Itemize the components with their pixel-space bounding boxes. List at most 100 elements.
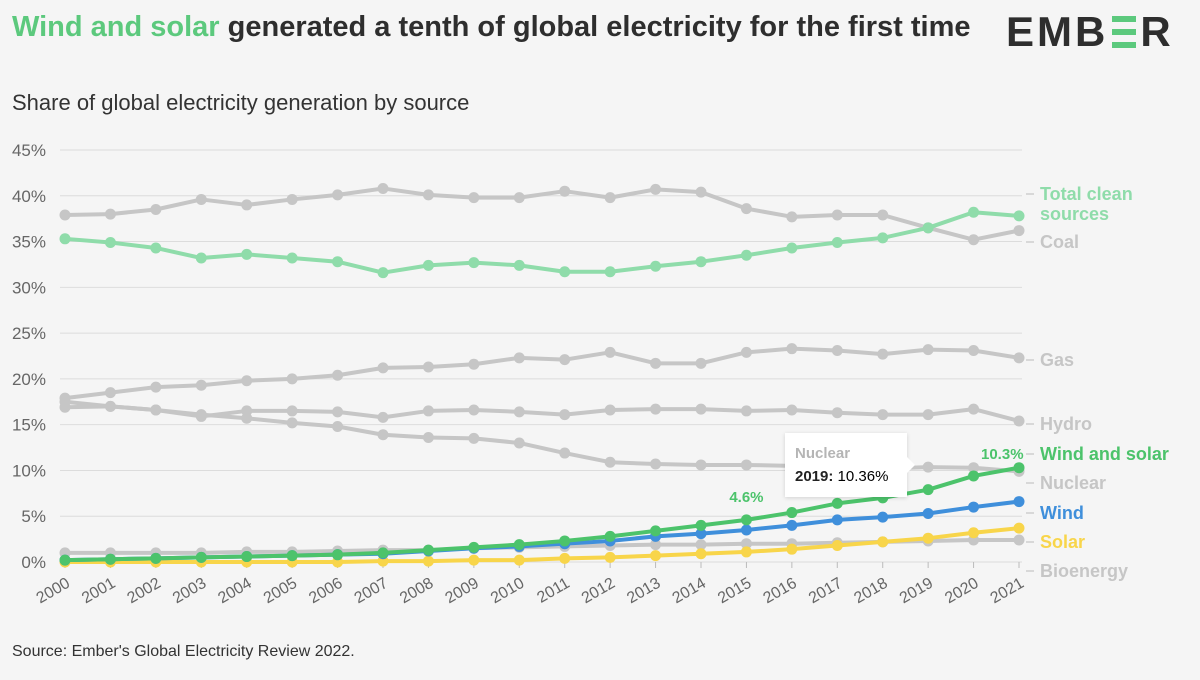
data-point-coal xyxy=(968,234,980,246)
data-point-coal xyxy=(286,193,298,205)
end-label-wind-and-solar: Wind and solar xyxy=(1040,444,1169,464)
data-point-nuclear xyxy=(286,417,298,429)
line-chart: 0% 5% 10% 15% 20% 25% 30% 35% 40% 45% 2000 2001 2002… xyxy=(12,141,1169,608)
data-point-wind-and-solar xyxy=(650,525,662,537)
data-point-nuclear xyxy=(559,447,571,459)
data-point-wind-and-solar xyxy=(922,484,934,496)
x-tick-label: 2014 xyxy=(670,575,709,608)
data-point-nuclear xyxy=(513,437,525,449)
data-point-gas xyxy=(332,369,344,381)
data-point-nuclear xyxy=(968,462,980,474)
data-point-wind-and-solar xyxy=(513,539,525,551)
data-point-wind-and-solar xyxy=(968,470,980,482)
data-point-wind-and-solar xyxy=(831,497,843,509)
x-tick-label: 2011 xyxy=(534,575,572,607)
end-label-coal: Coal xyxy=(1040,232,1079,252)
y-tick-label: 5% xyxy=(21,507,46,526)
title-rest: generated a tenth of global electricity … xyxy=(219,11,971,43)
data-point-gas xyxy=(650,357,662,369)
data-point-hydro xyxy=(922,409,934,421)
x-tick-label: 2013 xyxy=(624,575,663,608)
data-point-solar xyxy=(922,532,934,544)
y-tick-label: 30% xyxy=(12,278,46,297)
data-point-solar xyxy=(559,552,571,564)
x-tick-label: 2019 xyxy=(897,575,936,608)
title-highlight: Wind and solar xyxy=(12,11,220,43)
tooltip-year: 2019: xyxy=(795,468,834,485)
data-point-nuclear xyxy=(332,420,344,432)
data-point-solar xyxy=(877,536,889,548)
data-point-wind xyxy=(740,524,752,536)
data-point-coal xyxy=(650,183,662,195)
data-point-coal xyxy=(786,211,798,223)
data-point-wind-and-solar xyxy=(377,547,389,559)
data-point-nuclear xyxy=(422,431,434,443)
end-label-total-clean-sources: sources xyxy=(1040,204,1109,224)
data-point-total-clean-sources xyxy=(740,249,752,261)
data-point-nuclear xyxy=(468,432,480,444)
data-point-hydro xyxy=(650,403,662,415)
data-point-gas xyxy=(513,352,525,364)
data-point-coal xyxy=(1013,225,1025,237)
x-tick-label: 2003 xyxy=(170,575,209,608)
chart-subtitle: Share of global electricity generation b… xyxy=(12,90,470,115)
end-label-total-clean-sources: Total clean xyxy=(1040,184,1133,204)
tooltip-series: Nuclear xyxy=(795,445,851,462)
data-point-nuclear xyxy=(104,400,116,412)
data-point-wind-and-solar xyxy=(195,551,207,563)
data-point-total-clean-sources xyxy=(59,233,71,245)
end-label-bioenergy: Bioenergy xyxy=(1040,561,1128,581)
data-point-nuclear xyxy=(150,404,162,416)
data-point-wind xyxy=(1013,496,1025,508)
y-tick-label: 0% xyxy=(21,553,46,572)
x-tick-label: 2015 xyxy=(715,575,754,608)
logo-em: EMB xyxy=(1006,8,1109,55)
data-point-total-clean-sources xyxy=(968,206,980,218)
x-tick-label: 2004 xyxy=(215,575,254,608)
data-point-hydro xyxy=(559,409,571,421)
tooltip-value: 10.36% xyxy=(833,468,889,485)
data-point-wind xyxy=(968,501,980,513)
data-point-wind-and-solar xyxy=(740,514,752,526)
data-point-coal xyxy=(513,192,525,204)
data-point-solar xyxy=(695,548,707,560)
data-point-gas xyxy=(740,346,752,358)
logo-e-bars xyxy=(1112,16,1137,48)
data-point-solar xyxy=(513,554,525,566)
data-point-total-clean-sources xyxy=(604,266,616,278)
data-point-coal xyxy=(195,193,207,205)
data-point-total-clean-sources xyxy=(422,259,434,271)
data-point-gas xyxy=(877,348,889,360)
end-label-hydro: Hydro xyxy=(1040,414,1092,434)
x-tick-label: 2012 xyxy=(579,575,618,608)
data-point-total-clean-sources xyxy=(150,242,162,254)
data-point-wind-and-solar xyxy=(104,553,116,565)
data-point-gas xyxy=(968,345,980,357)
data-point-wind-and-solar xyxy=(559,535,571,547)
data-label: 10.3% xyxy=(981,446,1024,463)
data-point-solar xyxy=(650,550,662,562)
x-tick-label: 2006 xyxy=(306,575,345,608)
x-tick-label: 2017 xyxy=(806,575,845,608)
data-point-gas xyxy=(104,387,116,399)
x-tick-label: 2021 xyxy=(988,575,1027,608)
data-point-total-clean-sources xyxy=(195,252,207,264)
data-point-total-clean-sources xyxy=(559,266,571,278)
data-point-solar xyxy=(786,543,798,555)
data-point-nuclear xyxy=(695,459,707,471)
data-point-coal xyxy=(604,192,616,204)
data-point-solar xyxy=(831,540,843,552)
data-point-coal xyxy=(559,185,571,197)
end-label-wind: Wind xyxy=(1040,503,1084,523)
data-point-coal xyxy=(877,209,889,221)
data-point-nuclear xyxy=(650,458,662,470)
data-point-gas xyxy=(1013,352,1025,364)
series-line-wind-and-solar xyxy=(64,465,1020,563)
data-point-coal xyxy=(332,189,344,201)
data-point-wind xyxy=(922,507,934,519)
data-point-gas xyxy=(377,362,389,374)
data-point-total-clean-sources xyxy=(786,242,798,254)
data-point-total-clean-sources xyxy=(831,236,843,248)
logo-r: R xyxy=(1140,8,1174,55)
data-point-gas xyxy=(695,357,707,369)
